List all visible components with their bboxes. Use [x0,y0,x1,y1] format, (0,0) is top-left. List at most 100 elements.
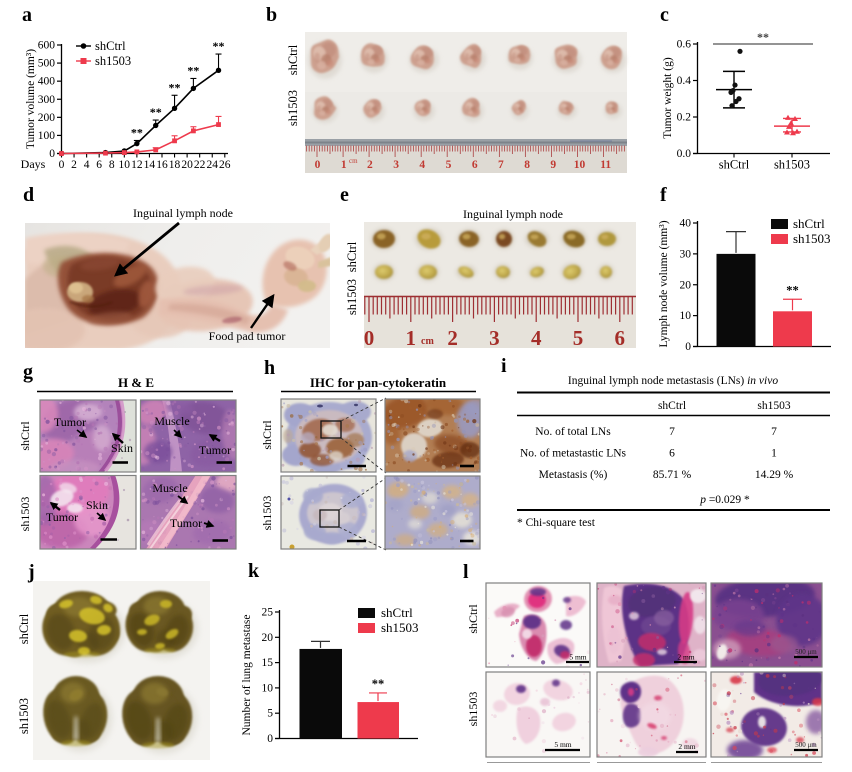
svg-text:shCtrl: shCtrl [381,605,413,620]
svg-text:5: 5 [267,708,273,720]
svg-text:sh1503: sh1503 [18,497,32,532]
svg-text:2 mm: 2 mm [677,653,694,662]
svg-text:100: 100 [38,130,56,142]
svg-text:2: 2 [447,326,458,350]
svg-text:shCtrl: shCtrl [260,420,274,450]
svg-text:2 mm: 2 mm [678,742,695,751]
svg-text:**: ** [187,63,199,77]
svg-text:0.2: 0.2 [677,112,692,124]
svg-text:Muscle: Muscle [154,414,189,428]
svg-text:sh1503: sh1503 [17,698,31,734]
svg-text:g: g [23,361,33,383]
svg-text:Tumor: Tumor [199,443,231,457]
svg-text:**: ** [372,677,385,691]
svg-text:l: l [463,561,469,583]
svg-text:300: 300 [38,94,56,106]
svg-text:Inguinal lymph node metastasis: Inguinal lymph node metastasis (LNs) in … [568,375,778,387]
svg-text:600: 600 [38,40,56,52]
svg-text:500: 500 [38,58,56,70]
svg-text:8: 8 [524,159,530,171]
svg-text:sh1503: sh1503 [466,692,480,727]
svg-text:p =0.029 *: p =0.029 * [699,494,750,506]
svg-text:500 μm: 500 μm [795,741,817,749]
svg-text:5 mm: 5 mm [569,653,586,662]
svg-text:4: 4 [419,159,425,171]
svg-text:cm: cm [421,336,434,347]
svg-text:0: 0 [49,148,55,160]
svg-text:26: 26 [219,159,231,171]
svg-text:sh1503: sh1503 [381,620,419,635]
svg-text:sh1503: sh1503 [95,54,131,68]
svg-text:6: 6 [472,159,478,171]
svg-text:k: k [248,560,260,582]
svg-text:d: d [23,184,34,206]
svg-text:IHC for pan-cytokeratin: IHC for pan-cytokeratin [310,375,447,390]
svg-text:Inguinal lymph node: Inguinal lymph node [463,207,563,221]
svg-text:25: 25 [262,607,274,619]
svg-text:shCtrl: shCtrl [18,421,32,451]
svg-text:Tumor: Tumor [54,415,86,429]
svg-text:**: ** [757,30,769,44]
svg-text:11: 11 [600,159,611,171]
svg-text:e: e [340,184,349,206]
svg-text:5: 5 [446,159,452,171]
svg-text:9: 9 [550,159,556,171]
svg-text:0.0: 0.0 [677,148,692,160]
svg-text:85.71 %: 85.71 % [653,469,692,481]
svg-text:18: 18 [169,159,181,171]
svg-text:10: 10 [119,159,131,171]
svg-text:sh1503: sh1503 [260,496,274,531]
svg-text:8: 8 [109,159,115,171]
svg-text:j: j [27,561,35,583]
svg-text:6: 6 [669,448,675,460]
svg-text:40: 40 [680,218,692,230]
svg-text:500 μm: 500 μm [795,648,817,656]
svg-text:**: ** [169,80,181,94]
svg-text:0: 0 [59,159,65,171]
svg-text:i: i [501,355,507,377]
svg-text:0: 0 [685,341,691,353]
svg-text:6: 6 [615,326,626,350]
svg-text:cm: cm [349,157,358,165]
svg-text:No. of metastastic LNs: No. of metastastic LNs [520,448,627,460]
svg-text:Skin: Skin [86,498,108,512]
svg-text:Skin: Skin [111,441,133,455]
svg-text:10: 10 [680,310,692,322]
svg-text:shCtrl: shCtrl [466,604,480,634]
svg-text:0: 0 [267,733,273,745]
svg-text:20: 20 [680,279,692,291]
svg-text:0: 0 [364,326,375,350]
svg-text:Inguinal lymph node: Inguinal lymph node [133,206,233,220]
svg-text:Number of lung metastase: Number of lung metastase [241,614,253,735]
svg-text:shCtrl: shCtrl [95,39,126,53]
svg-text:1: 1 [771,448,777,460]
svg-text:12: 12 [131,159,143,171]
svg-text:sh1503: sh1503 [774,158,810,172]
svg-text:0: 0 [315,159,321,171]
svg-text:Tumor weight (g): Tumor weight (g) [662,57,674,139]
svg-text:**: ** [150,105,162,119]
svg-text:Metastasis (%): Metastasis (%) [539,469,608,481]
svg-text:f: f [660,184,667,206]
svg-text:No. of total LNs: No. of total LNs [535,426,611,438]
svg-text:14: 14 [144,159,156,171]
svg-text:**: ** [131,125,143,139]
svg-text:Lymph node volume (mm³): Lymph node volume (mm³) [658,220,670,347]
svg-text:0.6: 0.6 [677,39,692,51]
svg-text:shCtrl: shCtrl [658,400,686,412]
svg-text:5: 5 [573,326,584,350]
svg-text:* Chi-square test: * Chi-square test [517,517,596,529]
svg-text:0.4: 0.4 [677,75,692,87]
svg-text:16: 16 [156,159,168,171]
svg-text:**: ** [786,283,799,297]
svg-text:sh1503: sh1503 [286,90,300,126]
svg-text:24: 24 [206,159,218,171]
svg-text:h: h [264,357,275,379]
svg-text:**: ** [213,39,225,53]
svg-text:shCtrl: shCtrl [793,216,825,231]
svg-text:Muscle: Muscle [152,481,187,495]
svg-text:Tumor: Tumor [170,516,202,530]
svg-text:2: 2 [71,159,77,171]
svg-text:shCtrl: shCtrl [286,44,300,75]
svg-text:shCtrl: shCtrl [345,241,359,272]
